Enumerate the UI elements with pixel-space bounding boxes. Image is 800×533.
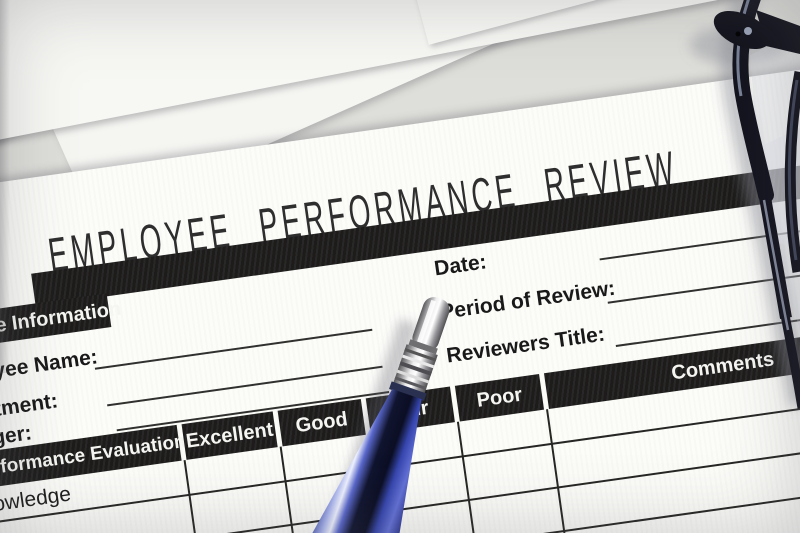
photo-scene: ASSESSM ll does the employee understand … [0,0,800,533]
performance-review-form: EMPLOYEE PERFORMANCE REVIEW Employee Inf… [0,5,800,533]
